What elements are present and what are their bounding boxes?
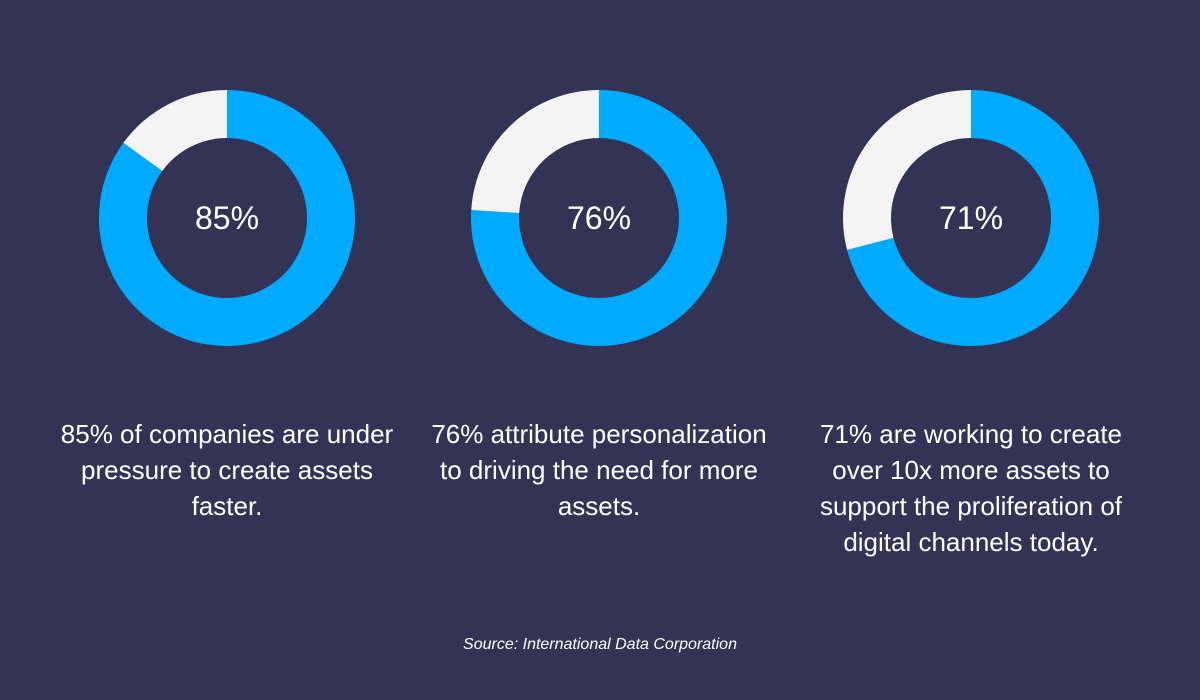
donut-center-label: 71%	[939, 200, 1003, 236]
source-note: Source: International Data Corporation	[463, 636, 737, 653]
caption-2: 76% attribute personalization to driving…	[431, 419, 767, 521]
caption-1: 85% of companies are under pressure to c…	[60, 419, 394, 521]
donut-segment-value	[471, 90, 727, 346]
donut-segment-value	[847, 90, 1099, 346]
donut-segment-remainder	[471, 90, 599, 213]
donut-segment-value	[98, 90, 355, 346]
donut-center-label: 76%	[567, 200, 631, 236]
donut-segment-remainder	[123, 90, 227, 171]
donut-segment-remainder	[842, 90, 971, 250]
donut-center-label: 85%	[195, 200, 259, 236]
caption-3: 71% are working to create over 10x more …	[819, 419, 1123, 557]
